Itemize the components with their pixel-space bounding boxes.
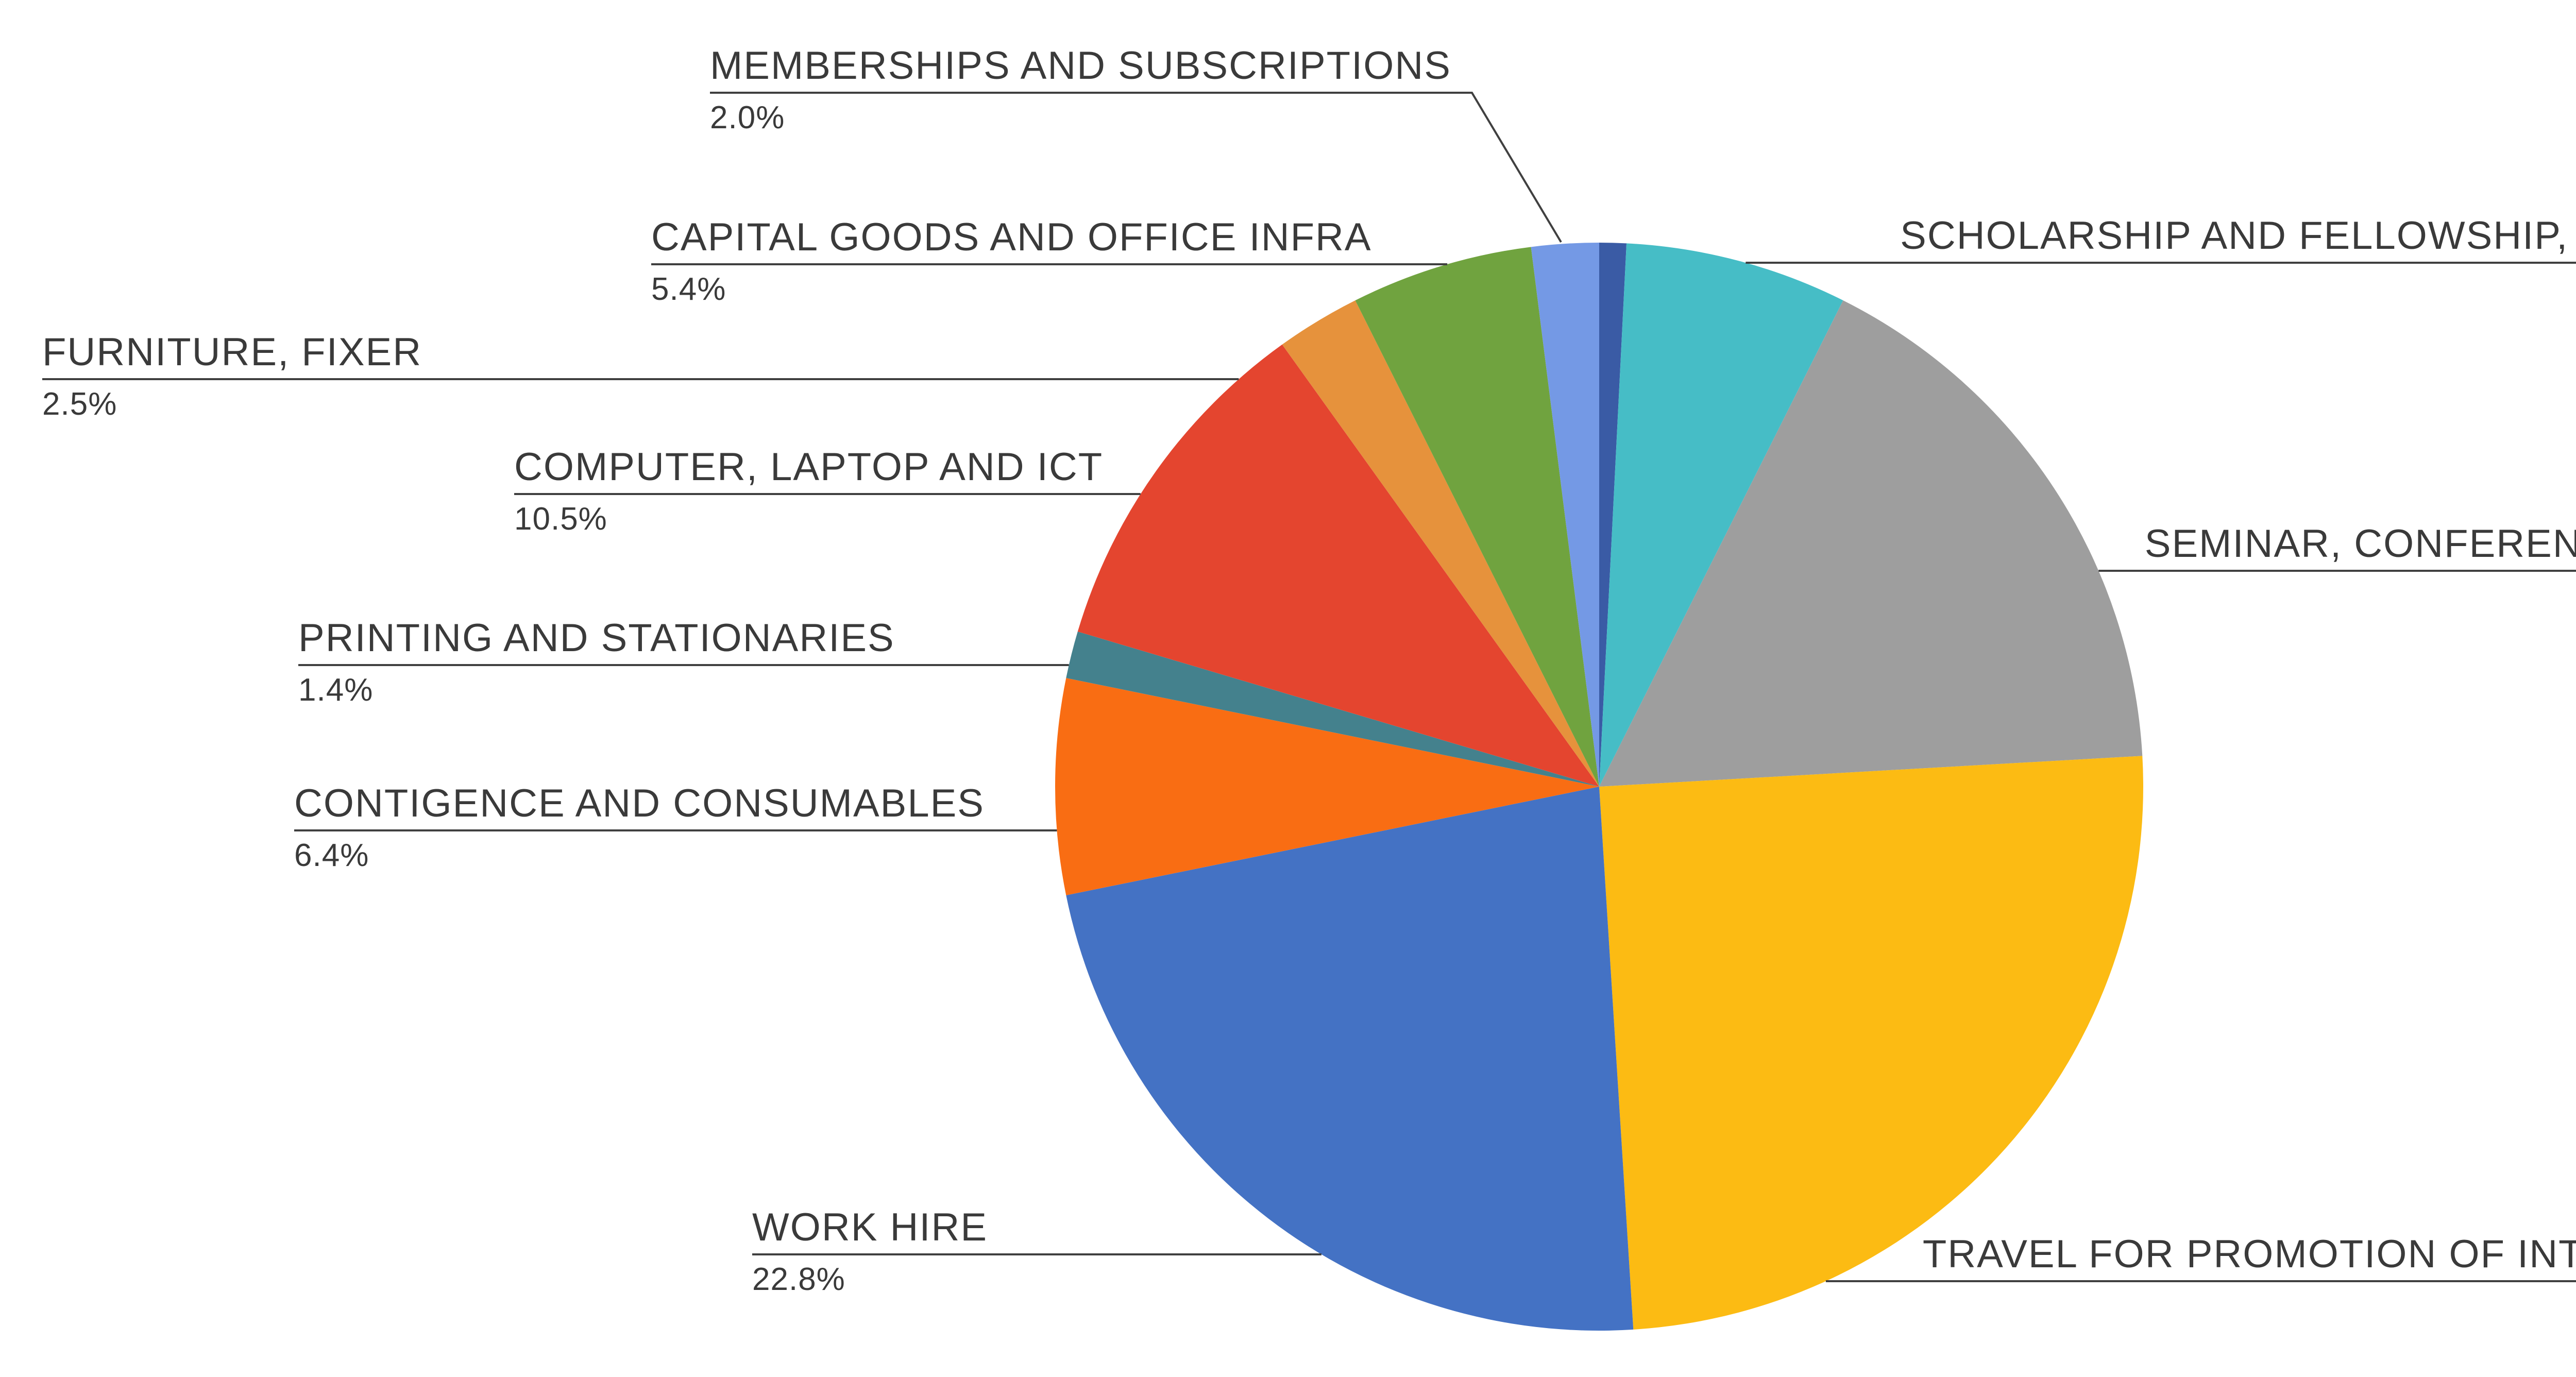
leader-lines-group	[42, 92, 2576, 1282]
pie-slice-6[interactable]	[1066, 632, 1599, 787]
pie-slice-2[interactable]	[1599, 300, 2143, 787]
pie-slice-5[interactable]	[1055, 678, 1599, 895]
pie-slices-group	[1055, 243, 2143, 1331]
pie-slice-10[interactable]	[1531, 243, 1599, 787]
pie-slice-1[interactable]	[1599, 243, 1843, 787]
pie-slice-4[interactable]	[1066, 787, 1634, 1331]
pie-slice-8[interactable]	[1282, 300, 1599, 787]
pie-slice-3[interactable]	[1599, 756, 2143, 1330]
pie-slice-7[interactable]	[1077, 344, 1599, 787]
pie-slice-9[interactable]	[1355, 247, 1599, 787]
leader-line-10	[710, 92, 1562, 243]
pie-slice-0[interactable]	[1599, 243, 1627, 787]
